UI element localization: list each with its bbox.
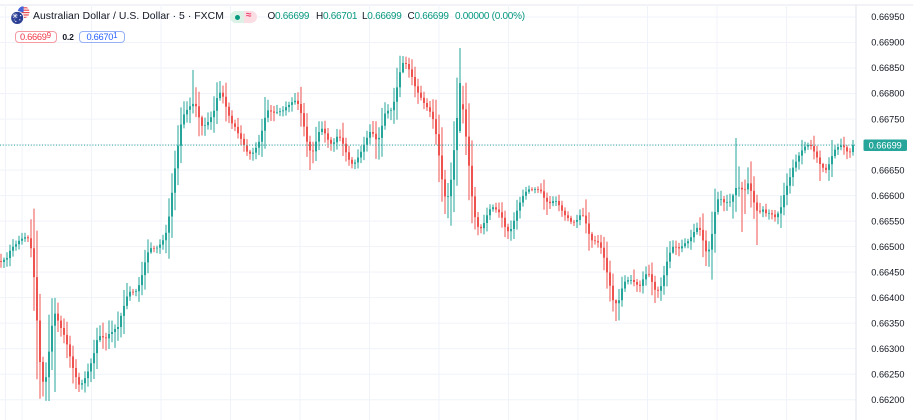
svg-text:0.66300: 0.66300 [871,344,904,354]
svg-text:0.66450: 0.66450 [871,267,904,277]
svg-text:0.66600: 0.66600 [871,191,904,201]
svg-text:0.66800: 0.66800 [871,89,904,99]
svg-text:0.66500: 0.66500 [871,242,904,252]
svg-text:0.66900: 0.66900 [871,38,904,48]
svg-text:0.66950: 0.66950 [871,12,904,22]
svg-text:0.66200: 0.66200 [871,395,904,405]
svg-text:0.66250: 0.66250 [871,369,904,379]
svg-text:0.66400: 0.66400 [871,293,904,303]
svg-text:0.66750: 0.66750 [871,114,904,124]
svg-text:0.66650: 0.66650 [871,165,904,175]
svg-text:0.66850: 0.66850 [871,63,904,73]
svg-text:0.66350: 0.66350 [871,318,904,328]
svg-text:0.66699: 0.66699 [869,141,902,151]
svg-text:0.66550: 0.66550 [871,216,904,226]
